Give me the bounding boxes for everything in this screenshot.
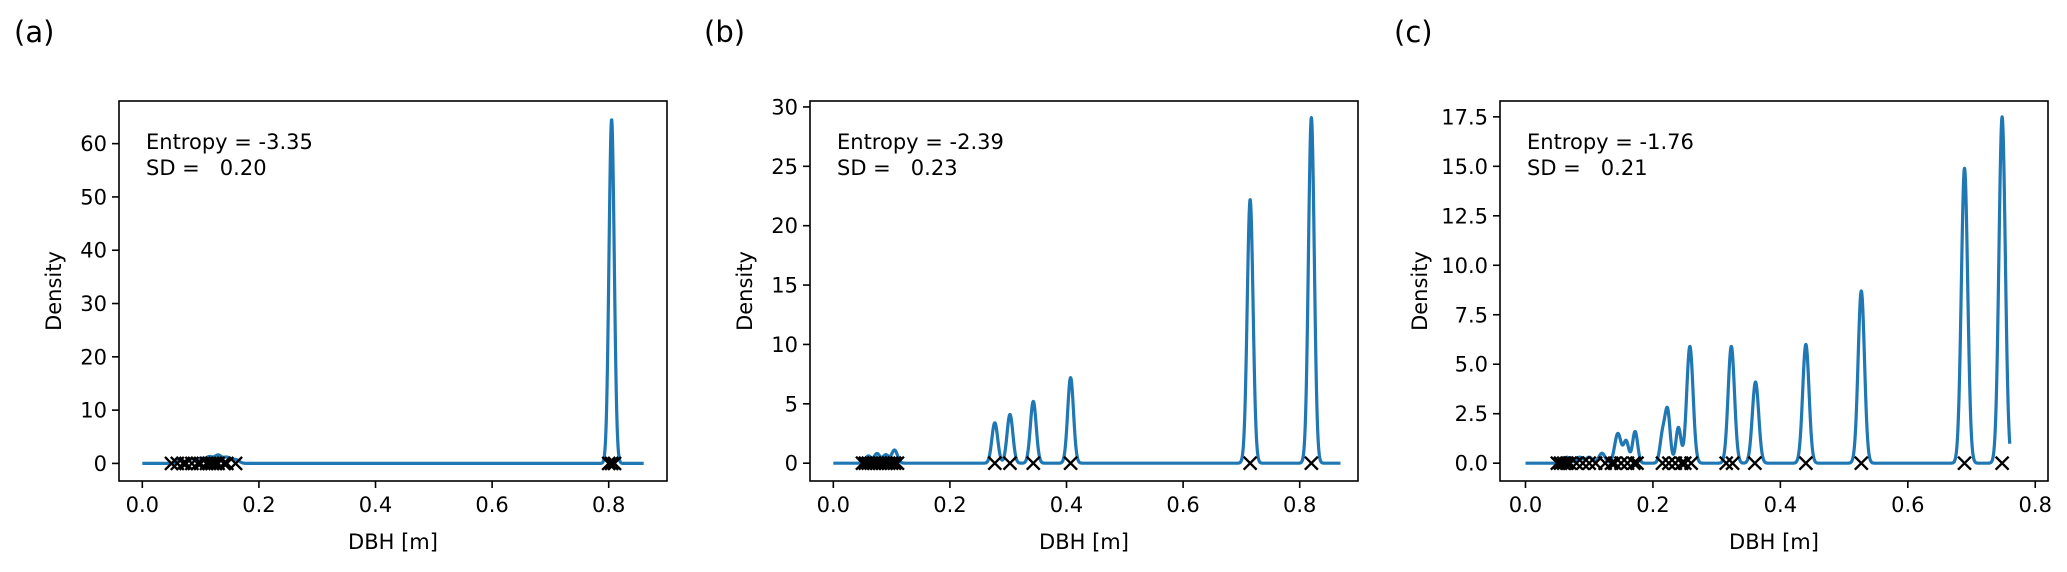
sample-marker — [228, 456, 243, 471]
sample-marker — [1242, 455, 1258, 471]
sample-marker — [1002, 455, 1018, 471]
sample-marker — [1556, 455, 1572, 471]
y-tick-label: 12.5 — [1441, 204, 1488, 228]
chart-panel-2: (b) 0.0 0.2 0.4 0.6 0.8 0 5 10 15 20 25 30 DBH [m] Den… — [704, 15, 1359, 554]
y-tick-label: 10.0 — [1441, 254, 1488, 278]
sample-marker — [1629, 455, 1645, 471]
sample-marker — [1677, 455, 1693, 471]
x-tick-label: 0.2 — [242, 493, 275, 517]
sample-marker — [1575, 455, 1591, 471]
y-tick-label: 25 — [771, 155, 798, 179]
sample-marker — [1994, 455, 2010, 471]
sample-marker — [1304, 455, 1319, 471]
y-tick-label: 5 — [785, 392, 798, 416]
sample-marker — [1957, 455, 1972, 471]
panel-label: (b) — [704, 15, 745, 49]
sample-marker — [204, 456, 220, 471]
sample-marker — [1569, 455, 1584, 471]
sample-marker — [164, 456, 179, 471]
y-tick-label: 0.0 — [1455, 452, 1488, 476]
sample-marker — [601, 456, 617, 471]
y-tick-label: 2.5 — [1455, 402, 1488, 426]
sample-marker — [1661, 455, 1677, 471]
stats-annotation: SD = 0.23 — [837, 156, 958, 180]
sample-marker — [1025, 455, 1041, 471]
sample-marker — [216, 456, 232, 471]
sample-marker — [1718, 455, 1734, 471]
sample-marker — [987, 455, 1003, 471]
sample-marker — [607, 456, 622, 471]
sample-marker — [1063, 455, 1078, 471]
density-curve — [831, 116, 1342, 465]
y-tick-label: 40 — [80, 239, 107, 263]
y-tick-label: 15 — [771, 274, 798, 298]
y-tick-label: 15.0 — [1441, 155, 1488, 179]
sample-marker — [884, 455, 899, 471]
y-axis-label: Density — [42, 251, 66, 331]
stats-annotation: Entropy = -1.76 — [1527, 130, 1694, 154]
y-tick-label: 20 — [771, 214, 798, 238]
sample-marker — [604, 456, 619, 471]
y-axis-label: Density — [733, 251, 757, 331]
y-tick-label: 17.5 — [1441, 105, 1488, 129]
y-tick-label: 20 — [80, 345, 107, 369]
y-tick-label: 30 — [80, 292, 107, 316]
stats-annotation: SD = 0.21 — [1527, 156, 1648, 180]
y-tick-label: 60 — [80, 132, 107, 156]
x-tick-label: 0.0 — [126, 493, 159, 517]
panel-label: (a) — [14, 15, 54, 49]
sample-marker — [1626, 455, 1642, 471]
axes-frame — [118, 100, 668, 482]
stats-annotation: Entropy = -3.35 — [146, 130, 313, 154]
y-tick-label: 30 — [771, 95, 798, 119]
y-tick-label: 10 — [771, 333, 798, 357]
sample-marker — [1613, 455, 1629, 471]
x-axis-label: DBH [m] — [348, 530, 438, 554]
sample-marker — [1725, 455, 1740, 471]
x-tick-label: 0.2 — [933, 493, 966, 517]
x-tick-label: 0.4 — [359, 493, 392, 517]
sample-marker — [1798, 455, 1814, 471]
chart-panel-1: (a) 0.0 0.2 0.4 0.6 0.8 0 10 20 30 40 50 60 DBH [m] De… — [14, 15, 668, 554]
axes-frame — [1499, 100, 2049, 482]
chart-panel-3: (c) 0.0 0.2 0.4 0.6 0.8 0.0 2.5 5.0 7.5 10.0 12.5 15… — [1394, 15, 2052, 554]
sample-marker — [887, 455, 902, 471]
y-tick-label: 0 — [785, 452, 798, 476]
sample-marker — [1853, 455, 1869, 471]
sample-marker — [1655, 455, 1670, 471]
x-tick-label: 0.0 — [817, 493, 850, 517]
x-tick-label: 0.8 — [2019, 493, 2052, 517]
x-tick-label: 0.2 — [1636, 493, 1669, 517]
panel-label: (c) — [1394, 15, 1433, 49]
x-tick-label: 0.6 — [1891, 493, 1924, 517]
y-tick-label: 7.5 — [1455, 303, 1488, 327]
sample-marker — [1562, 455, 1578, 471]
x-axis-label: DBH [m] — [1729, 530, 1819, 554]
x-tick-label: 0.6 — [475, 493, 508, 517]
sample-marker — [890, 455, 905, 471]
stats-annotation: Entropy = -2.39 — [837, 130, 1004, 154]
x-tick-label: 0.6 — [1166, 493, 1199, 517]
x-tick-label: 0.4 — [1764, 493, 1797, 517]
x-tick-label: 0.4 — [1050, 493, 1083, 517]
stats-annotation: SD = 0.20 — [146, 156, 267, 180]
x-tick-label: 0.8 — [1283, 493, 1316, 517]
x-axis-label: DBH [m] — [1039, 530, 1129, 554]
y-tick-label: 0 — [94, 452, 107, 476]
sample-marker — [1747, 455, 1763, 471]
density-curve — [140, 118, 646, 466]
y-tick-label: 10 — [80, 399, 107, 423]
y-tick-label: 5.0 — [1455, 353, 1488, 377]
x-tick-label: 0.8 — [592, 493, 625, 517]
axes-frame — [809, 100, 1359, 482]
sample-marker — [1683, 455, 1699, 471]
y-tick-label: 50 — [80, 185, 107, 209]
sample-marker — [178, 456, 194, 471]
x-tick-label: 0.0 — [1509, 493, 1542, 517]
sample-marker — [1581, 455, 1597, 471]
sample-marker — [1607, 455, 1623, 471]
y-axis-label: Density — [1408, 251, 1432, 331]
